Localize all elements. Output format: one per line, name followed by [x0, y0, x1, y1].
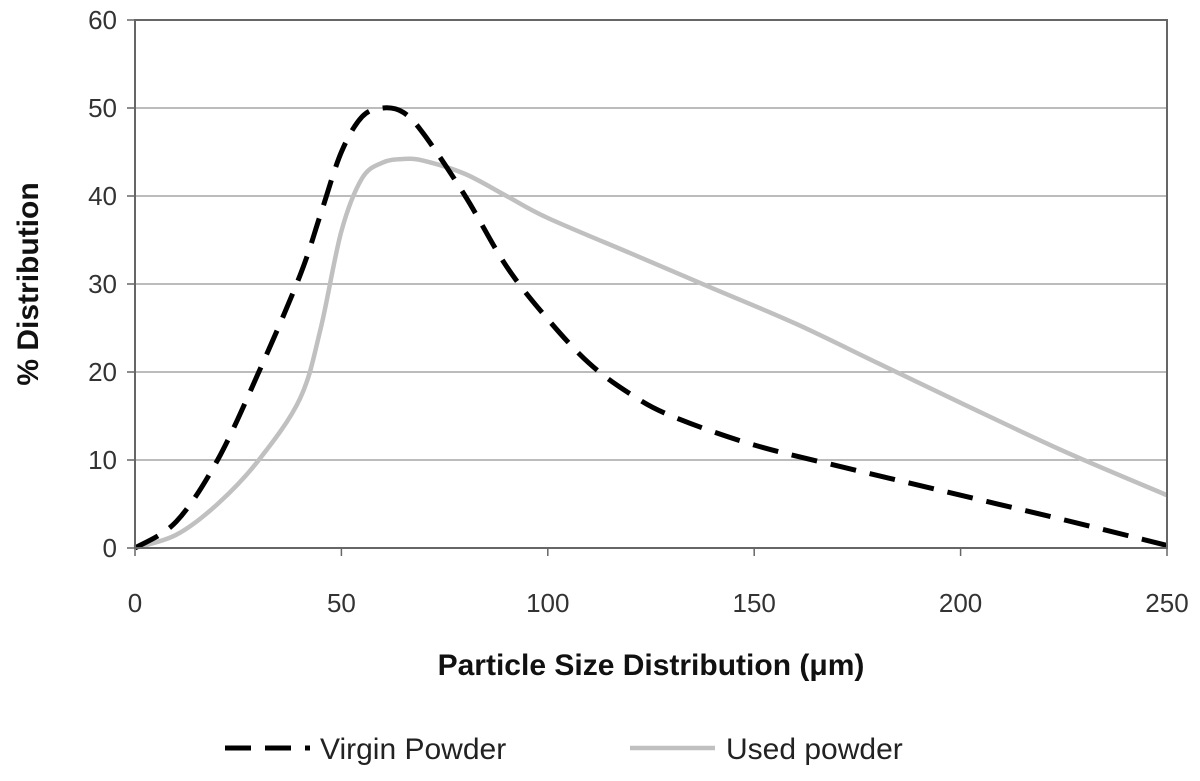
series-lines	[133, 105, 1168, 551]
y-tick-label: 10	[88, 445, 117, 475]
plot-area-border	[134, 19, 1168, 549]
x-tick-label: 100	[526, 588, 569, 618]
legend: Virgin Powder Used powder	[225, 733, 903, 766]
x-tick-label: 250	[1145, 588, 1188, 618]
y-axis-ticks: 0 10 20 30 40 50 60	[88, 5, 135, 563]
series-line-virgin-powder	[133, 105, 1168, 551]
x-tick-label: 150	[733, 588, 776, 618]
y-tick-label: 60	[88, 5, 117, 35]
y-tick-label: 30	[88, 269, 117, 299]
legend-label-virgin-powder: Virgin Powder	[320, 733, 506, 766]
x-axis-title: Particle Size Distribution (μm)	[438, 649, 865, 682]
y-tick-label: 0	[103, 533, 117, 563]
x-tick-label: 50	[327, 588, 356, 618]
x-axis-ticks: 0 50 100 150 200 250	[128, 548, 1189, 618]
x-tick-label: 0	[128, 588, 142, 618]
legend-label-used-powder: Used powder	[726, 733, 903, 766]
x-tick-label: 200	[939, 588, 982, 618]
y-tick-label: 50	[88, 93, 117, 123]
y-axis-title: % Distribution	[12, 182, 45, 385]
y-tick-label: 40	[88, 181, 117, 211]
y-tick-label: 20	[88, 357, 117, 387]
